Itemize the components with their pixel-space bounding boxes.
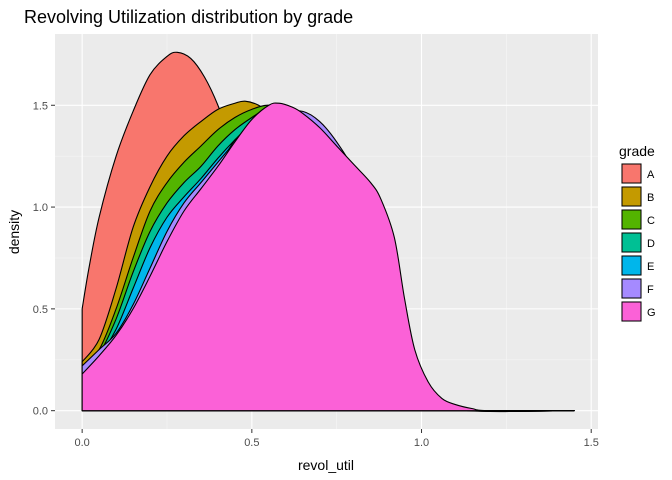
legend-label-e: E (647, 261, 654, 273)
legend-swatch-c (621, 209, 642, 230)
x-tick-label: 0.0 (75, 437, 90, 449)
x-tick-label: 1.5 (584, 437, 599, 449)
y-tick-label: 0.0 (33, 406, 48, 418)
legend-label-f: F (647, 284, 654, 296)
y-axis-title: density (6, 210, 22, 254)
legend-label-b: B (647, 192, 654, 204)
legend-swatch-f (621, 278, 642, 299)
x-axis: 0.0 0.5 1.0 1.5 (75, 429, 599, 449)
legend-swatch-g (621, 301, 642, 322)
legend-label-c: C (647, 215, 655, 227)
x-tick-label: 0.5 (244, 437, 259, 449)
legend-title: grade (619, 143, 655, 159)
legend-label-d: D (647, 238, 655, 250)
y-tick-label: 0.5 (33, 304, 48, 316)
legend-swatch-e (621, 255, 642, 276)
legend-swatch-b (621, 186, 642, 207)
chart-title: Revolving Utilization distribution by gr… (24, 7, 353, 27)
legend-label-g: G (647, 307, 656, 319)
y-tick-label: 1.0 (33, 202, 48, 214)
legend-swatch-d (621, 232, 642, 253)
legend-label-a: A (647, 169, 655, 181)
y-tick-label: 1.5 (33, 100, 48, 112)
density-area-g (81, 102, 575, 412)
density-series (81, 51, 575, 413)
x-tick-label: 1.0 (414, 437, 429, 449)
y-axis: 0.0 0.5 1.0 1.5 (33, 100, 55, 418)
x-axis-title: revol_util (298, 457, 354, 473)
legend-swatch-a (621, 163, 642, 184)
